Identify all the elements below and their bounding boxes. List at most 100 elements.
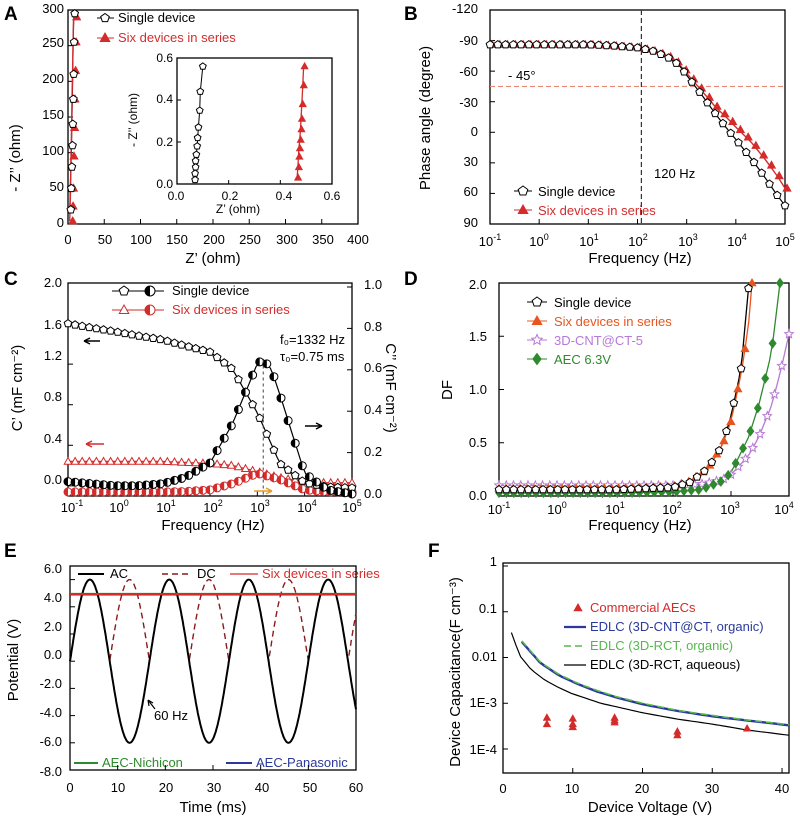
data-point-c-six-imag [234, 477, 239, 486]
data-point-c-six-real [120, 456, 130, 465]
data-point-b-single [617, 41, 627, 51]
inset-a: - Z’’ (ohm) Z’ (ohm) 0.0 0.2 0.4 0.6 0.0… [126, 51, 341, 216]
data-point-c-single-real [148, 333, 158, 342]
data-point-b-six [759, 150, 769, 159]
data-point-c-six-real [141, 456, 151, 465]
series-line-f-1 [520, 641, 790, 727]
data-point-c-single-real [99, 325, 108, 334]
xtick-d-exp: 0 [562, 500, 567, 510]
xticks-a: 0 50 100 150 200 250 300 350 400 [64, 232, 368, 247]
xtick-b-base: 101 [579, 232, 598, 249]
inset-point-a-six [300, 61, 309, 70]
xtick-a: 0 [64, 232, 71, 247]
xtick-b-exp: 5 [790, 232, 795, 242]
ytick-f: 0.1 [479, 601, 497, 616]
data-point-c-six-real [219, 459, 229, 469]
data-point-c-single-real [226, 363, 236, 372]
data-point-f-aec [742, 723, 752, 732]
data-point-c-single-real [163, 336, 172, 345]
panel-d: D DF Frequency (Hz) 0.0 0.5 1.0 1.5 2.0 … [404, 269, 794, 534]
data-point-c-single-imag [326, 486, 331, 495]
xtick-b-exp: 2 [643, 232, 648, 242]
xtick-c-base: 10-1 [61, 498, 83, 515]
panel-label-f: F [428, 541, 440, 562]
ytick-d: 0.5 [469, 435, 487, 450]
data-point-d-single [707, 457, 717, 466]
data-point-d-single [744, 283, 753, 293]
data-point-b-single [508, 39, 518, 49]
data-point-d-single [590, 484, 599, 494]
data-point-d-single [494, 484, 504, 494]
data-point-c-six-imag [227, 480, 232, 489]
ytick-b: -30 [459, 95, 478, 110]
data-point-c-six-imag [92, 487, 97, 496]
yticks-c: 0.0 0.4 0.8 1.2 1.6 2.0 [44, 275, 62, 487]
data-point-d-single [538, 484, 548, 494]
xtick-c-base: 101 [156, 498, 175, 515]
data-point-c-six-real [233, 461, 244, 471]
data-point-b-single [609, 41, 619, 50]
data-point-c-single-imag [234, 405, 239, 414]
inset-point-a-six [297, 124, 306, 133]
inset-xtick-a: 0.2 [222, 189, 239, 203]
ytick-b: 90 [464, 215, 478, 230]
data-point-d-single [568, 484, 577, 494]
legend-e-panasonic: AEC-Panasonic [256, 755, 348, 770]
data-point-d-single [553, 484, 563, 494]
legend-c-single: Single device [172, 283, 249, 298]
xtick-f: 20 [635, 781, 649, 796]
data-point-c-single-imag [348, 490, 352, 498]
data-point-c-single-imag [120, 481, 125, 490]
data-point-b-single [602, 40, 611, 50]
data-point-b-single [586, 40, 596, 49]
data-point-f-aec [568, 722, 577, 731]
data-point-b-single [578, 39, 588, 49]
data-point-b-single [493, 39, 503, 49]
ylabel-e: Potential (V) [5, 619, 22, 702]
inset-frame-a [176, 57, 333, 185]
data-point-c-single-imag [255, 357, 260, 366]
panel-label-a: A [4, 4, 18, 25]
data-point-d-six [747, 277, 757, 287]
data-point-c-six-real [113, 456, 123, 465]
data-point-d-aec [687, 484, 696, 496]
annotation-tau0: τ₀=0.75 ms [280, 349, 345, 364]
data-point-b-single [710, 108, 720, 118]
xlabel-f: Device Voltage (V) [588, 799, 712, 816]
xtick-a: 350 [312, 232, 334, 247]
data-point-c-six-imag [163, 487, 168, 496]
data-point-d-aec [768, 338, 777, 349]
inset-point-a-single [191, 175, 199, 184]
xtick-d-exp: 4 [789, 500, 794, 510]
ytick-d: 0.0 [469, 488, 487, 503]
ytick-e: 2.0 [44, 619, 62, 634]
data-point-c-single-imag [92, 480, 97, 489]
data-point-c-six-imag [220, 481, 225, 490]
data-point-f-aec [542, 713, 552, 721]
panel-d-marks [493, 277, 795, 499]
ytick-a: 200 [42, 71, 64, 86]
ytick-e: 4.0 [44, 590, 62, 605]
ytick-b: 0 [471, 124, 478, 139]
legend-f-rct-aq: EDLC (3D-RCT, aqueous) [590, 657, 740, 672]
xtick-d-exp: 2 [677, 500, 682, 510]
data-point-c-single-real [170, 338, 179, 347]
xtick-b-base: 102 [628, 232, 647, 249]
plot-frame-f [502, 562, 790, 774]
xtick-d-base: 104 [774, 500, 793, 517]
panel-a-marks [66, 8, 359, 225]
data-point-b-single [539, 39, 549, 49]
data-point-c-single-imag [78, 478, 83, 487]
data-point-c-single-imag [198, 463, 203, 472]
inset-point-a-six [295, 152, 304, 160]
data-point-d-single [700, 466, 709, 475]
yticks-a: 0 50 100 150 200 250 300 [42, 1, 64, 230]
data-point-a-single [69, 69, 79, 78]
xtick-c-base: 103 [250, 498, 269, 515]
xtick-b-base: 10-1 [479, 232, 501, 249]
data-point-c-single-real [269, 445, 279, 454]
xtick-f: 40 [775, 781, 789, 796]
data-point-c-six-real [176, 457, 187, 466]
inset-point-a-single [198, 62, 207, 70]
data-point-c-single-real [184, 342, 194, 351]
